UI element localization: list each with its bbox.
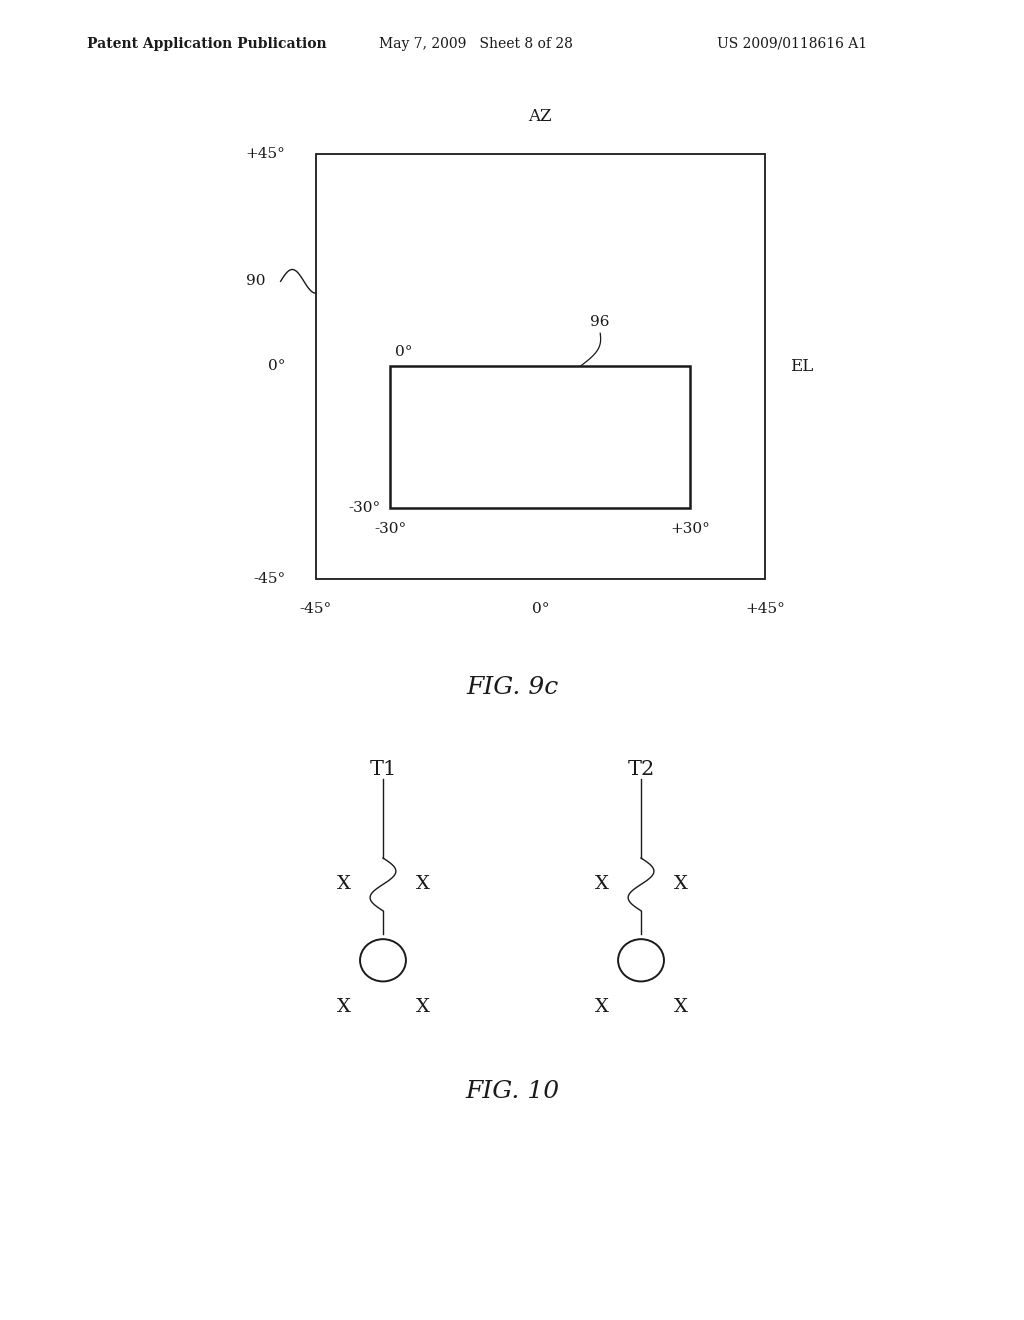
- Text: FIG. 9c: FIG. 9c: [466, 676, 558, 698]
- Text: X: X: [337, 875, 350, 894]
- Text: Patent Application Publication: Patent Application Publication: [87, 37, 327, 51]
- Text: -45°: -45°: [299, 602, 332, 616]
- Text: 90: 90: [246, 275, 265, 288]
- Text: X: X: [337, 998, 350, 1015]
- Text: X: X: [674, 875, 687, 894]
- Text: 0°: 0°: [395, 346, 413, 359]
- Text: +45°: +45°: [246, 147, 286, 161]
- Text: May 7, 2009   Sheet 8 of 28: May 7, 2009 Sheet 8 of 28: [379, 37, 572, 51]
- Bar: [315, 154, 765, 578]
- Text: -30°: -30°: [348, 502, 381, 515]
- Text: 0°: 0°: [531, 602, 549, 616]
- Text: X: X: [416, 875, 429, 894]
- Text: EL: EL: [790, 358, 813, 375]
- Text: X: X: [674, 998, 687, 1015]
- Text: US 2009/0118616 A1: US 2009/0118616 A1: [717, 37, 867, 51]
- Text: -30°: -30°: [375, 523, 407, 536]
- Bar: [390, 366, 690, 508]
- Text: X: X: [595, 875, 608, 894]
- Text: X: X: [416, 998, 429, 1015]
- Text: T1: T1: [370, 760, 396, 779]
- Text: 96: 96: [591, 314, 610, 329]
- Text: 0°: 0°: [268, 359, 286, 374]
- Text: +45°: +45°: [745, 602, 785, 616]
- Text: +30°: +30°: [670, 523, 710, 536]
- Text: FIG. 10: FIG. 10: [465, 1080, 559, 1102]
- Text: X: X: [595, 998, 608, 1015]
- Text: AZ: AZ: [528, 108, 552, 125]
- Text: -45°: -45°: [253, 572, 286, 586]
- Text: T2: T2: [628, 760, 654, 779]
